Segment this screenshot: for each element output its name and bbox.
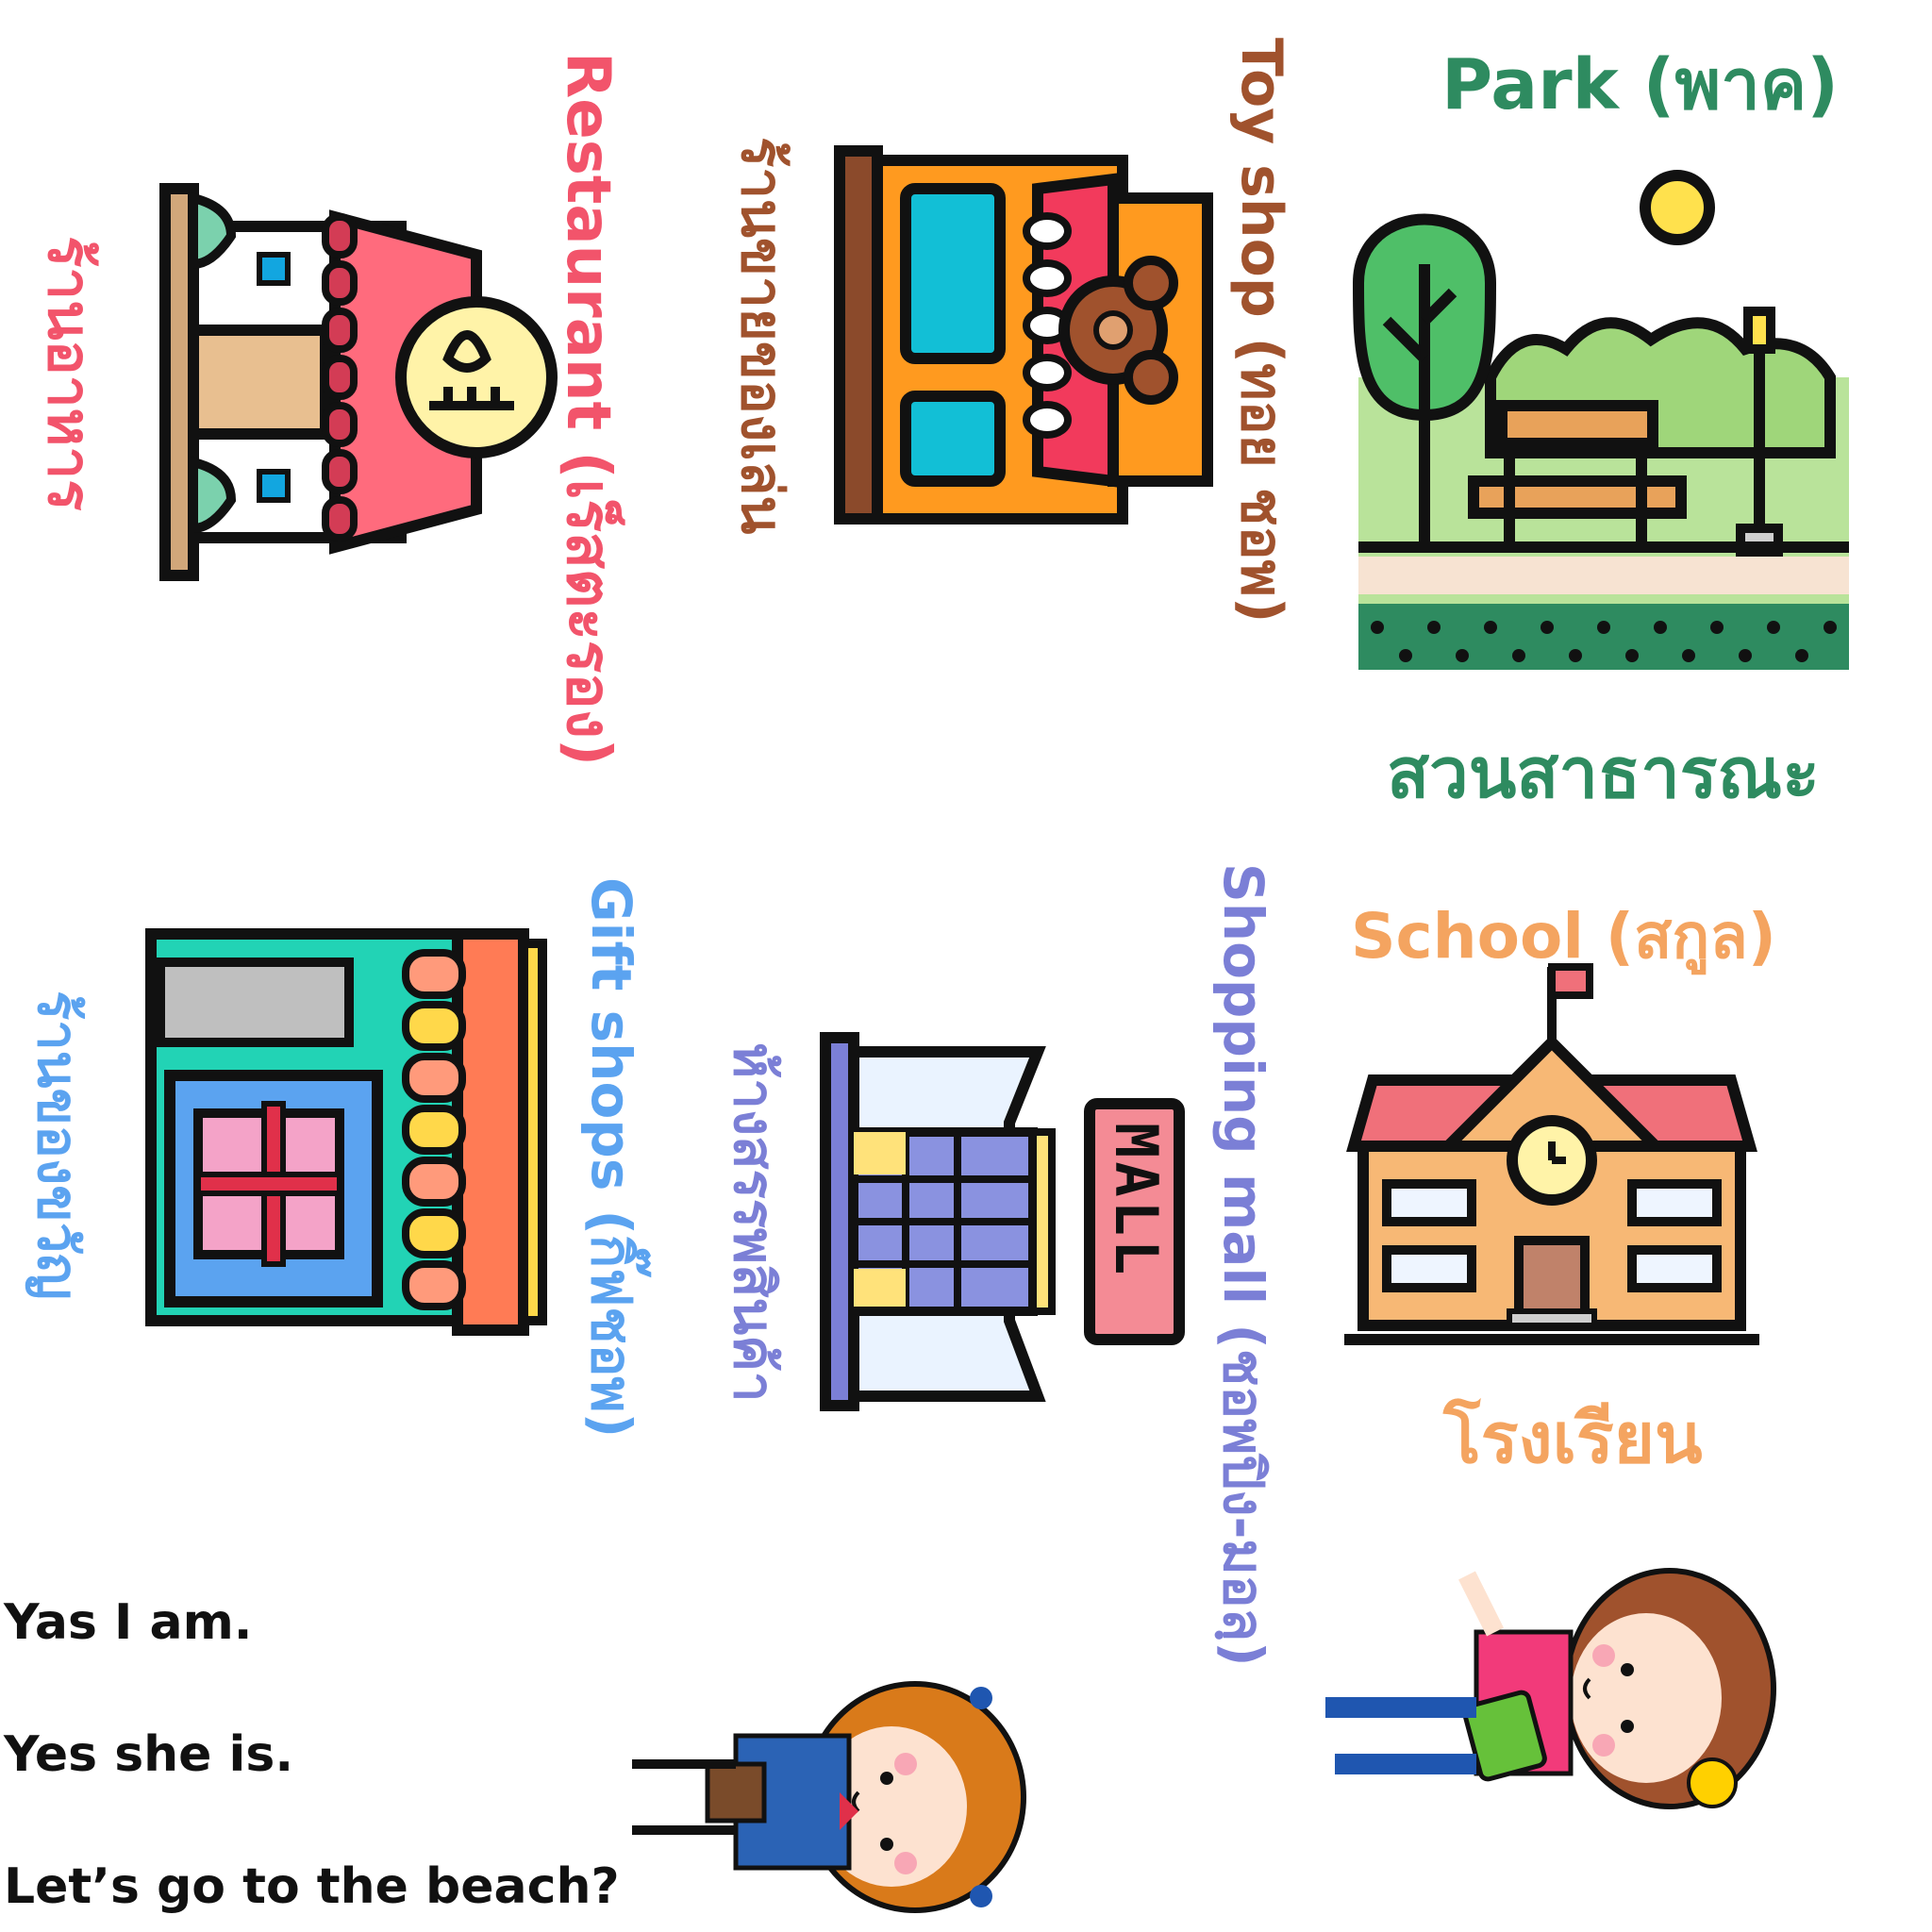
restaurant-thai-label: ร้านอาหาร <box>35 236 104 511</box>
dialogue-line-3: Let’s go to the beach? <box>4 1858 620 1915</box>
gift-shop-icon <box>145 928 547 1336</box>
gift-shop-english-label: Gift shops (กิ๊ฟชอพ) <box>579 877 643 1439</box>
school-icon <box>1344 963 1759 1345</box>
toy-shop-thai-label: ร้านขายของเล่น <box>728 137 794 535</box>
gift-shop-thai-label: ร้านของขวัญ <box>25 991 90 1300</box>
schoolgirl-illustration <box>632 1681 1026 1913</box>
park-english-label: Park (พาค) <box>1441 44 1840 125</box>
park-thai-label: สวนสาธารณะ <box>1387 733 1820 814</box>
school-english-label: School (สกูล) <box>1351 900 1776 973</box>
mall-icon: MALL <box>820 1032 1185 1411</box>
girl-with-book-illustration <box>1325 1568 1776 1809</box>
mall-thai-label: ห้างสรรพสินค้า <box>722 1042 786 1403</box>
mall-english-label: Shopping mall (ชอพปิง-มอลฺ) <box>1211 863 1275 1667</box>
mall-sign-text: MALL <box>1102 1123 1171 1278</box>
park-icon <box>1352 170 1849 670</box>
school-thai-label: โรงเรียน <box>1443 1398 1703 1479</box>
dialogue-line-1: Yas I am. <box>4 1594 253 1651</box>
restaurant-icon <box>159 183 558 581</box>
toy-shop-english-label: Toy shop (ทอย ชอพ) <box>1228 38 1294 624</box>
toy-shop-icon <box>834 145 1213 525</box>
dialogue-line-2: Yes she is. <box>4 1726 294 1783</box>
